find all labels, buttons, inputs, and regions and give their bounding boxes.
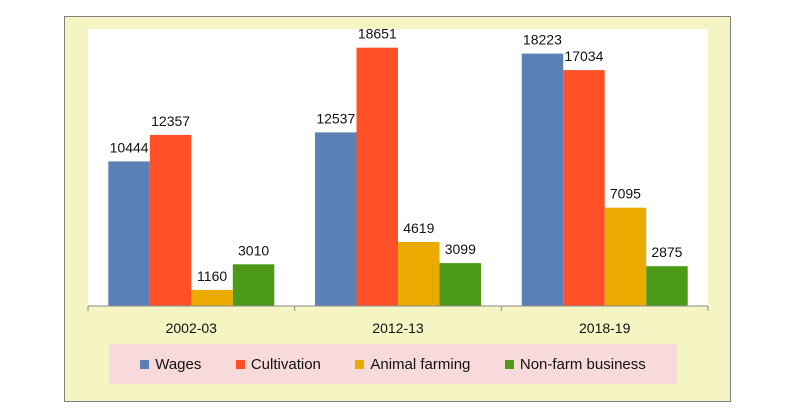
bar-animal-farming-2002-03 bbox=[191, 289, 233, 306]
data-label-wages-2002-03: 10444 bbox=[110, 139, 149, 155]
bar-cultivation-2012-13 bbox=[356, 47, 398, 306]
data-label-wages-2018-19: 18223 bbox=[523, 32, 562, 48]
bar-non-farm-business-2002-03 bbox=[232, 264, 275, 306]
data-label-animal-farming-2018-19: 7095 bbox=[610, 186, 641, 202]
bar-non-farm-business-2018-19 bbox=[646, 266, 688, 306]
legend-swatch-non-farm-business bbox=[504, 359, 514, 369]
bar-wages-2018-19 bbox=[521, 53, 564, 306]
bar-cultivation-2002-03 bbox=[149, 134, 192, 306]
bar-wages-2012-13 bbox=[315, 132, 357, 306]
legend-label-animal-farming: Animal farming bbox=[370, 355, 471, 373]
legend-item-non-farm-business: Non-farm business bbox=[504, 355, 646, 373]
data-label-non-farm-business-2018-19: 2875 bbox=[651, 244, 682, 260]
data-label-animal-farming-2002-03: 1160 bbox=[197, 268, 227, 284]
data-label-cultivation-2012-13: 18651 bbox=[358, 26, 397, 42]
x-tick-label-2002-03: 2002-03 bbox=[166, 320, 218, 336]
legend-label-cultivation: Cultivation bbox=[250, 355, 321, 373]
legend: Wages Cultivation Animal farming Non-farm b… bbox=[109, 344, 677, 384]
bar-cultivation-2018-19 bbox=[563, 70, 605, 306]
data-label-non-farm-business-2002-03: 3010 bbox=[238, 242, 269, 258]
x-axis-ticks bbox=[87, 306, 709, 311]
legend-swatch-cultivation bbox=[235, 359, 245, 369]
x-tick-label-2018-19: 2018-19 bbox=[579, 320, 631, 336]
data-label-non-farm-business-2012-13: 3099 bbox=[445, 241, 476, 257]
legend-item-cultivation: Cultivation bbox=[235, 355, 321, 373]
legend-swatch-animal-farming bbox=[355, 359, 365, 369]
legend-swatch-wages bbox=[140, 359, 150, 369]
data-label-wages-2012-13: 12537 bbox=[316, 110, 355, 126]
x-tick-label-2012-13: 2012-13 bbox=[372, 320, 424, 336]
bar-animal-farming-2018-19 bbox=[604, 207, 647, 306]
bar-animal-farming-2012-13 bbox=[398, 242, 440, 306]
bar-non-farm-business-2012-13 bbox=[439, 263, 481, 306]
data-label-cultivation-2002-03: 12357 bbox=[151, 113, 190, 129]
legend-label-non-farm-business: Non-farm business bbox=[519, 355, 646, 373]
bar-wages-2002-03 bbox=[108, 161, 150, 306]
legend-item-wages: Wages bbox=[140, 356, 201, 373]
bars-group bbox=[108, 47, 688, 306]
legend-label-wages: Wages bbox=[155, 355, 202, 373]
x-axis-tick-labels: 2002-03 2012-13 2018-19 bbox=[166, 320, 631, 336]
legend-item-animal-farming: Animal farming bbox=[355, 356, 470, 373]
data-label-animal-farming-2012-13: 4619 bbox=[403, 220, 434, 236]
data-label-cultivation-2018-19: 17034 bbox=[564, 48, 603, 64]
